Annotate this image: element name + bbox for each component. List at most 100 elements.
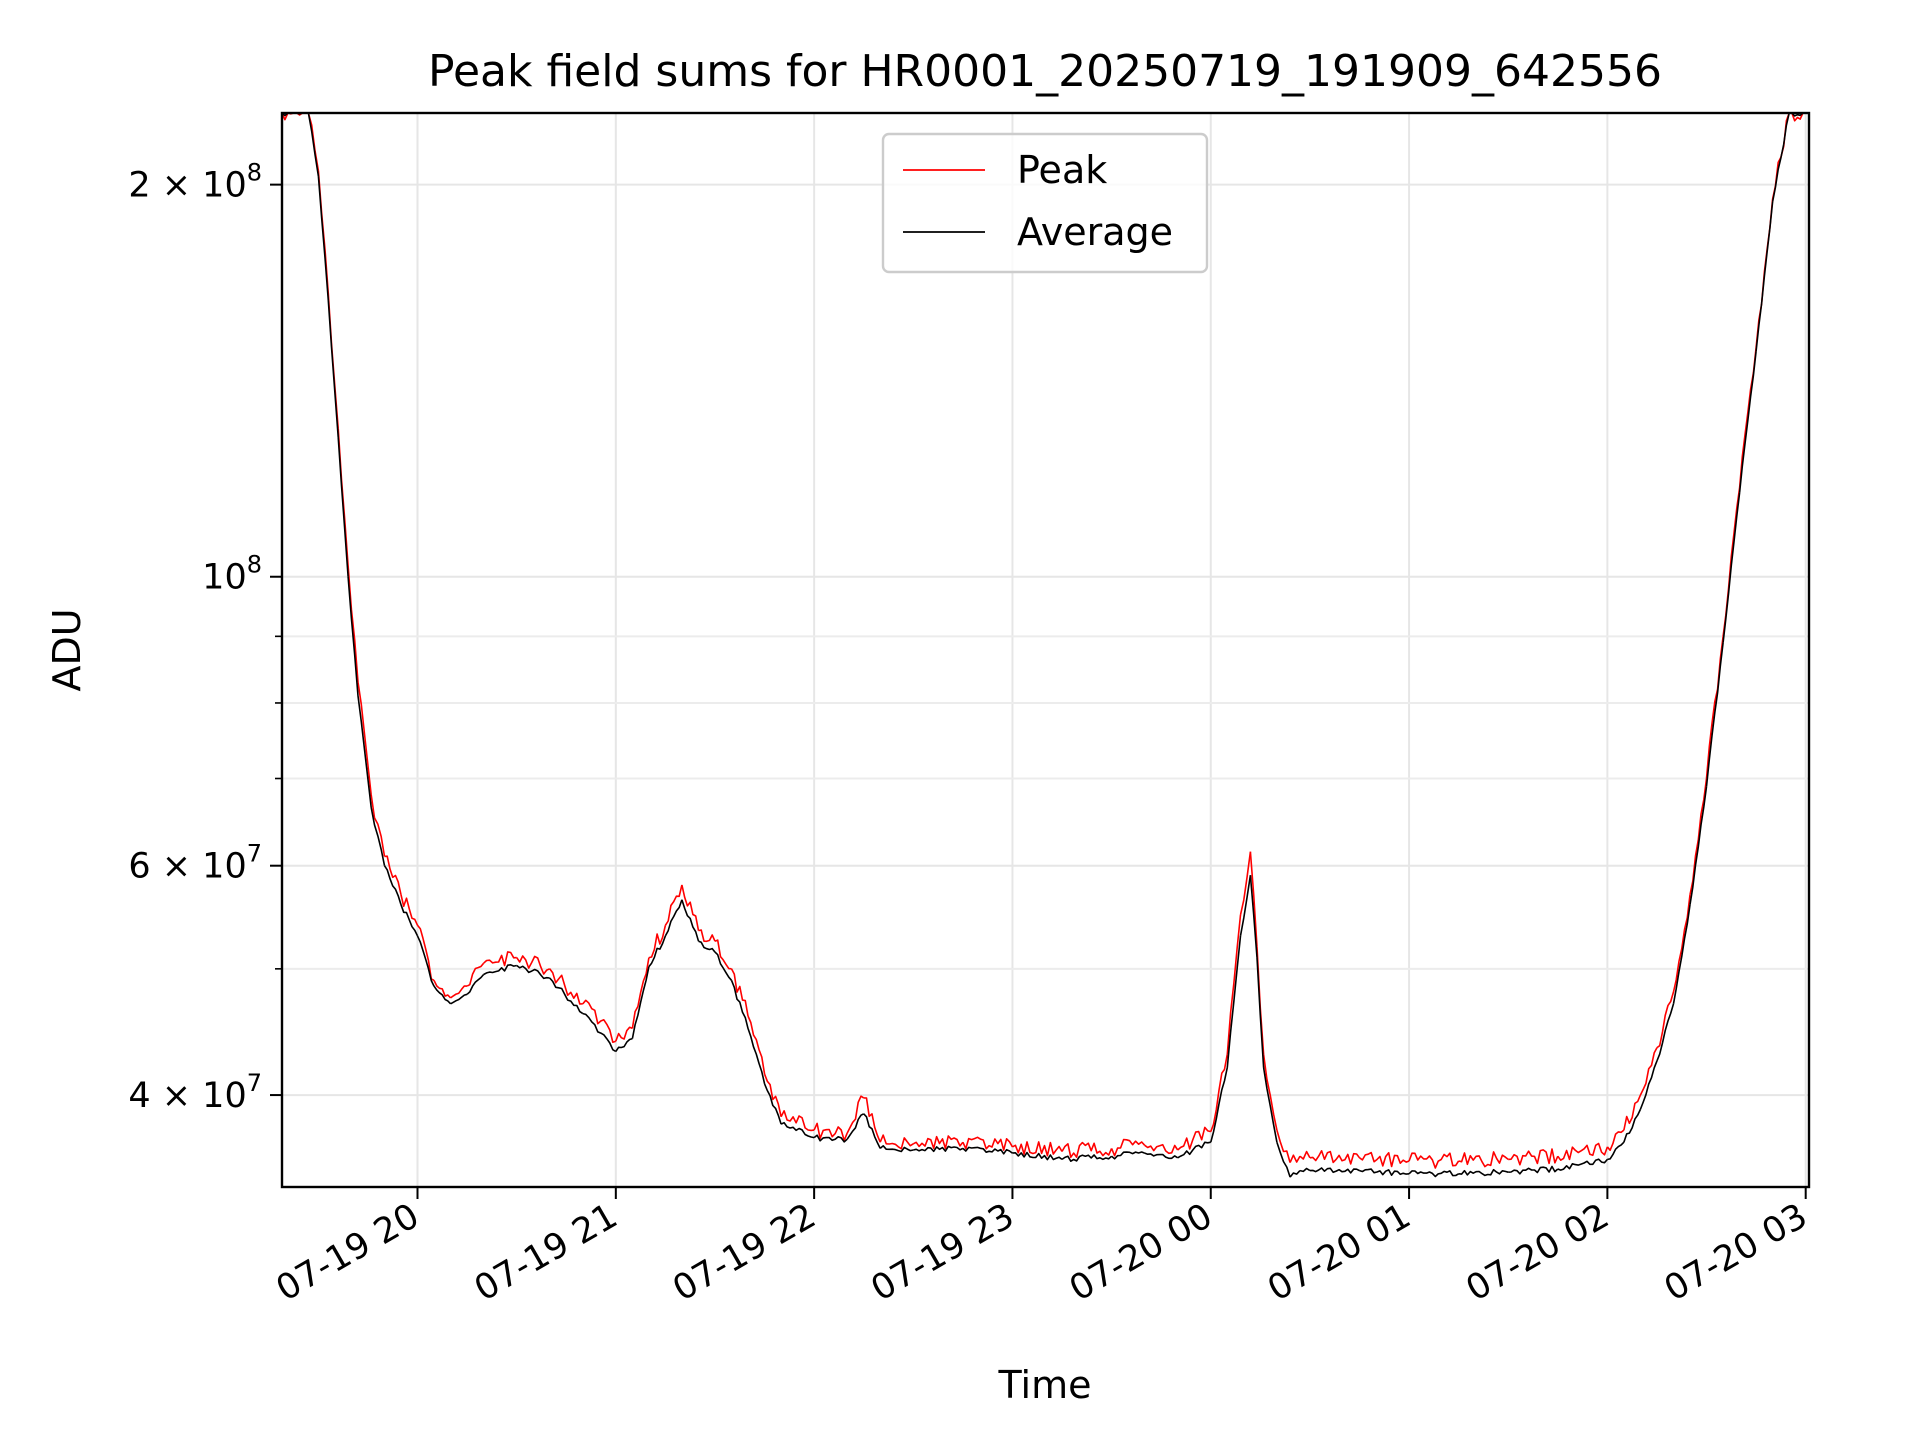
x-axis-label: Time [998,1363,1092,1407]
series-average-segment [1623,1109,1642,1143]
series-peak-segment [813,1122,848,1142]
y-tick-label: 6 × 107 [128,840,262,887]
series-peak-segment [664,884,683,926]
series-average-segment [1239,875,1252,937]
series-peak-segment [450,985,468,999]
series-average-segment [307,112,320,177]
series-average-segment [1607,1141,1625,1161]
series-peak-segment [466,962,485,987]
series-peak-segment [1239,851,1252,916]
series-average-segment [347,576,359,696]
series-average-segment [846,1113,865,1140]
series-peak-segment [1276,1129,1291,1163]
series-average-segment [327,300,339,438]
series-peak-segment [1210,1054,1229,1132]
series-peak-segment [763,1073,782,1117]
series-average-segment [357,695,372,808]
series-peak-segment [1309,1150,1361,1165]
series-peak-segment [347,565,359,683]
series-average-segment [416,935,435,987]
series-peak-segment [747,1015,766,1075]
series-average-segment [681,899,700,942]
y-tick-label: 2 × 108 [128,159,262,206]
series-peak-segment [516,955,551,975]
series-peak-segment [648,925,667,959]
series-average-segment [698,940,716,953]
series-peak-segment [370,794,386,857]
series-average-segment [962,1146,1013,1155]
series-average-segment [863,1113,881,1149]
series-average-segment [317,176,330,301]
series-average-segment [913,1145,964,1153]
series-average-segment [714,951,733,981]
series-peak-segment [1289,1154,1301,1163]
series-average-segment [1226,935,1242,1068]
series-average-segment [400,904,419,937]
y-axis-ticks: 4 × 107 6 × 107 108 2 × 108 [128,159,282,1116]
series-peak-segment [879,1134,914,1150]
series-peak-segment [1508,1148,1559,1166]
series-average-segment [1289,1170,1301,1178]
series-average-segment [1256,957,1265,1068]
legend-average-label: Average [1017,210,1173,254]
series-average-segment [1508,1165,1559,1175]
series-peak-segment [1557,1142,1609,1161]
series-average-segment [1755,201,1774,352]
series-average-segment [780,1121,815,1139]
series-average-segment [1262,1067,1278,1143]
series-average-segment [582,1012,617,1053]
series-average-segment [1144,1152,1179,1160]
series-average-segment [1705,642,1724,787]
series-average-segment [1722,492,1741,643]
series-average-segment [1639,1060,1658,1110]
series-average-segment [549,977,584,1015]
series-peak-segment [631,957,650,1029]
series-peak-segment [549,968,583,1005]
series-average-segment [1299,1167,1311,1173]
series-average-segment [1276,1141,1291,1178]
series-peak-segment [1705,636,1724,779]
legend-box [881,132,1209,274]
series-average-segment [664,899,683,937]
series-average-segment [1359,1168,1410,1176]
series-peak-segment [1656,991,1675,1049]
series-average-segment [483,963,517,976]
series-peak-segment [1262,1054,1278,1131]
series-peak-segment [1606,1129,1625,1152]
series-average-segment [1309,1167,1360,1174]
series-average-segment [450,993,468,1005]
plot-frame [280,111,1811,1189]
series-average-segment [747,1028,766,1085]
series-average-segment [1012,1151,1063,1161]
series-average-segment [631,966,650,1039]
series-peak-segment [582,999,617,1043]
series-peak-segment [1408,1152,1460,1169]
legend-peak-label: Peak [1017,148,1107,192]
series-average-segment [1111,1151,1145,1160]
series-average-segment [1689,786,1708,905]
series-peak-segment [681,884,700,931]
series-average-segment [879,1145,914,1153]
series-average-segment [466,973,485,995]
grid [282,113,1809,1187]
series-average-segment [337,437,349,577]
series-peak-segment [1639,1047,1658,1096]
series-average-segment [763,1083,782,1125]
series-peak-segment [483,951,517,967]
series-average-segment [370,807,386,866]
series-average-segment [1656,1003,1675,1062]
series-peak-segment [433,979,452,999]
series-peak-segment [846,1095,865,1134]
chart-title: Peak field sums for HR0001_20250719_1919… [428,46,1662,97]
series-average-segment [1557,1158,1609,1171]
series-average-segment [1210,1067,1229,1143]
series-average-segment [813,1134,848,1143]
series-average-segment [1408,1170,1460,1178]
series-peak-segment [1623,1094,1642,1131]
series-average-segment [383,865,402,905]
series-peak-segment [1144,1143,1179,1155]
series-peak-segment [400,894,419,926]
y-tick-label: 108 [202,551,262,598]
series-average-segment [1771,112,1790,203]
